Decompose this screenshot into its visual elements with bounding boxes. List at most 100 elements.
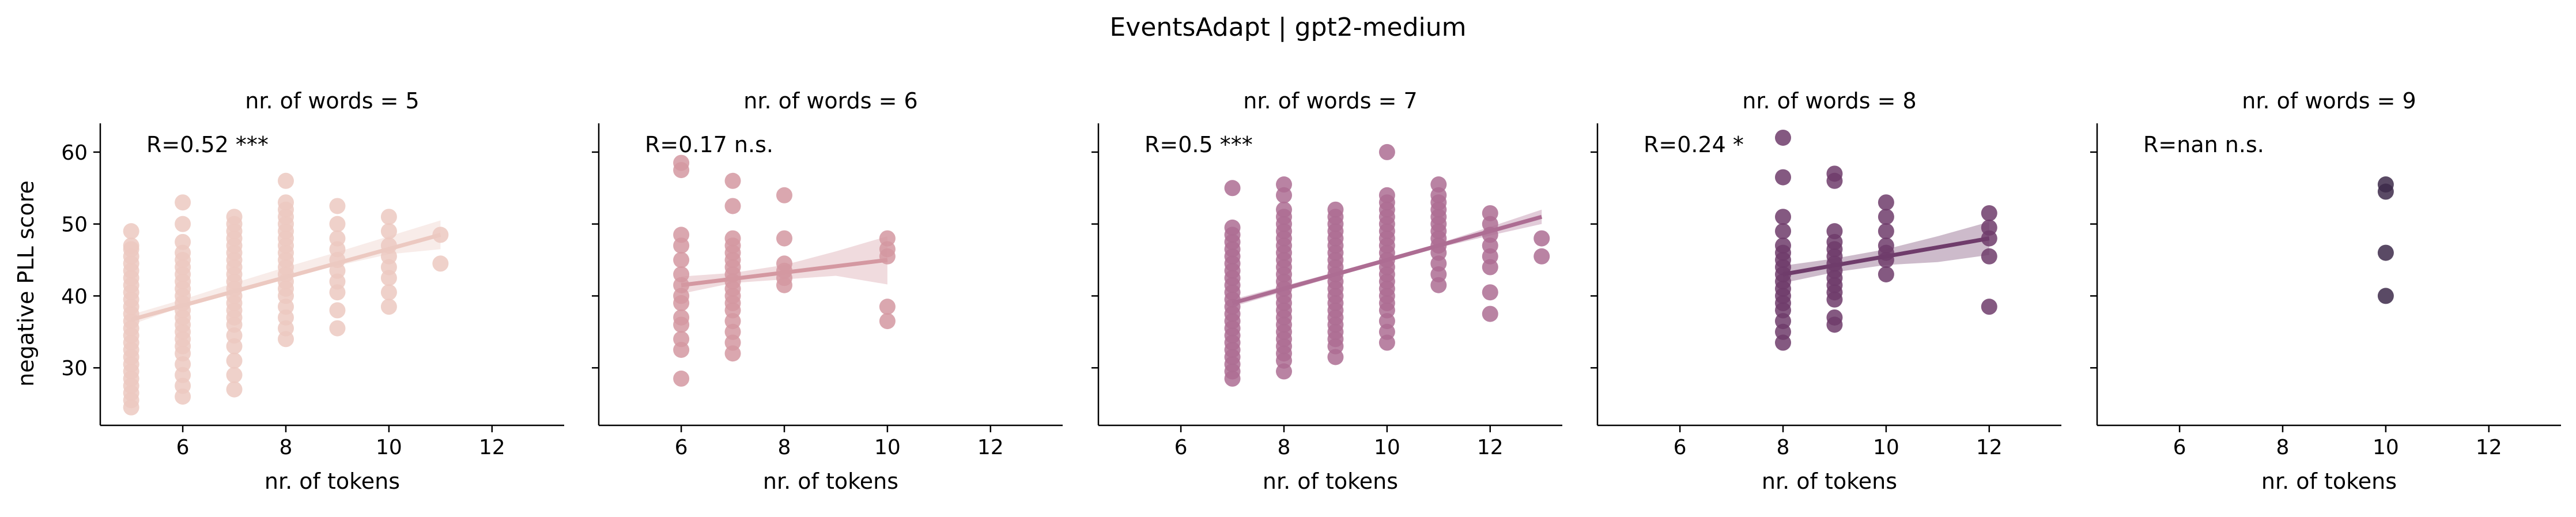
scatter-point [673, 266, 690, 282]
scatter-point [879, 230, 896, 247]
panel-title: nr. of words = 8 [1742, 88, 1916, 114]
scatter-point [226, 367, 243, 383]
regression-line [130, 233, 441, 322]
scatter-point [724, 172, 741, 189]
scatter-point [1981, 205, 1997, 221]
panel-title: nr. of words = 7 [1243, 88, 1417, 114]
scatter-point [1826, 165, 1843, 182]
scatter-point [278, 172, 294, 189]
x-tick-label: 6 [1174, 436, 1188, 459]
x-tick-label: 8 [778, 436, 791, 459]
scatter-point [1276, 176, 1292, 193]
panel-title: nr. of words = 6 [743, 88, 917, 114]
scatter-point [1533, 230, 1550, 247]
scatter-point [1378, 187, 1395, 203]
x-tick-label: 12 [1477, 436, 1504, 459]
regression-line [681, 258, 888, 288]
scatter-point [175, 194, 191, 211]
facet-panel: nr. of words = 9 6 8 10 12 nr. of tokens R=nan… [2090, 88, 2561, 494]
scatter-point [380, 299, 397, 315]
scatter-point [380, 284, 397, 301]
scatter-point [1533, 248, 1550, 265]
x-axis-label: nr. of tokens [763, 469, 898, 494]
x-axis-label: nr. of tokens [1762, 469, 1897, 494]
scatter-point [1327, 201, 1344, 218]
scatter-point [226, 209, 243, 225]
scatter-point [1482, 284, 1498, 301]
regression-line [1782, 236, 1990, 277]
scatter-point [329, 198, 346, 214]
scatter-point [226, 352, 243, 369]
x-tick-label: 6 [1674, 436, 1687, 459]
scatter-point [1981, 219, 1997, 236]
y-axis-label: negative PLL score [13, 180, 39, 387]
scatter-point [175, 233, 191, 250]
regression-line [1232, 214, 1543, 305]
scatter-point [1276, 201, 1292, 218]
y-tick-label: 50 [61, 213, 88, 237]
scatter-point [226, 381, 243, 398]
scatter-point [432, 255, 449, 272]
scatter-point [2377, 244, 2394, 261]
panel-title: nr. of words = 9 [2242, 88, 2416, 114]
scatter-point [123, 223, 139, 240]
correlation-annotation: R=0.52 *** [146, 132, 269, 157]
facet-panel: nr. of words = 6 6 8 10 12 nr. of tokens R=0.1… [592, 88, 1063, 494]
scatter-point [1878, 266, 1894, 282]
x-tick-label: 12 [977, 436, 1004, 459]
correlation-annotation: R=nan n.s. [2143, 132, 2264, 157]
scatter-point [1224, 180, 1241, 197]
scatter-point [1981, 248, 1997, 265]
x-tick-label: 12 [2476, 436, 2502, 459]
x-tick-label: 12 [1976, 436, 2003, 459]
x-tick-label: 10 [1873, 436, 1899, 459]
scatter-point [2377, 288, 2394, 304]
scatter-point [1878, 237, 1894, 254]
scatter-point [329, 302, 346, 319]
panel-title: nr. of words = 5 [245, 88, 419, 114]
scatter-point [1775, 223, 1791, 240]
scatter-point [673, 227, 690, 243]
y-tick-label: 40 [61, 285, 88, 308]
scatter-point [1775, 209, 1791, 225]
scatter-point [879, 299, 896, 315]
scatter-point [1378, 144, 1395, 160]
scatter-point [776, 230, 792, 247]
scatter-point [724, 198, 741, 214]
scatter-point [380, 223, 397, 240]
scatter-point [673, 252, 690, 269]
y-tick-label: 30 [61, 357, 88, 380]
scatter-point [329, 320, 346, 337]
scatter-point [1775, 237, 1791, 254]
scatter-point [1981, 299, 1997, 315]
scatter-point [1430, 176, 1447, 193]
y-tick-label: 60 [61, 141, 88, 165]
x-tick-label: 10 [874, 436, 901, 459]
x-tick-label: 6 [176, 436, 190, 459]
facet-panel: nr. of words = 7 6 8 10 12 nr. of tokens R=0.5… [1091, 88, 1562, 494]
x-tick-label: 8 [2276, 436, 2290, 459]
scatter-point [329, 230, 346, 247]
scatter-point [673, 331, 690, 348]
scatter-point [123, 237, 139, 254]
scatter-point [380, 209, 397, 225]
scatter-point [673, 370, 690, 387]
scatter-point [776, 187, 792, 203]
figure-title: EventsAdapt | gpt2-medium [1110, 13, 1467, 42]
scatter-point [724, 230, 741, 247]
x-axis-label: nr. of tokens [265, 469, 400, 494]
x-tick-label: 12 [479, 436, 505, 459]
x-axis-label: nr. of tokens [1263, 469, 1398, 494]
x-tick-label: 8 [279, 436, 293, 459]
scatter-point [1482, 305, 1498, 322]
scatter-point [1878, 223, 1894, 240]
facet-panels: nr. of words = 5 6 8 10 12 30 40 50 60 nr. of tok… [61, 88, 2561, 494]
scatter-point [278, 194, 294, 211]
x-axis-label: nr. of tokens [2261, 469, 2397, 494]
scatter-point [1224, 219, 1241, 236]
scatter-point [879, 313, 896, 330]
correlation-annotation: R=0.17 n.s. [645, 132, 773, 157]
scatter-point [175, 216, 191, 232]
scatter-point [1775, 129, 1791, 146]
